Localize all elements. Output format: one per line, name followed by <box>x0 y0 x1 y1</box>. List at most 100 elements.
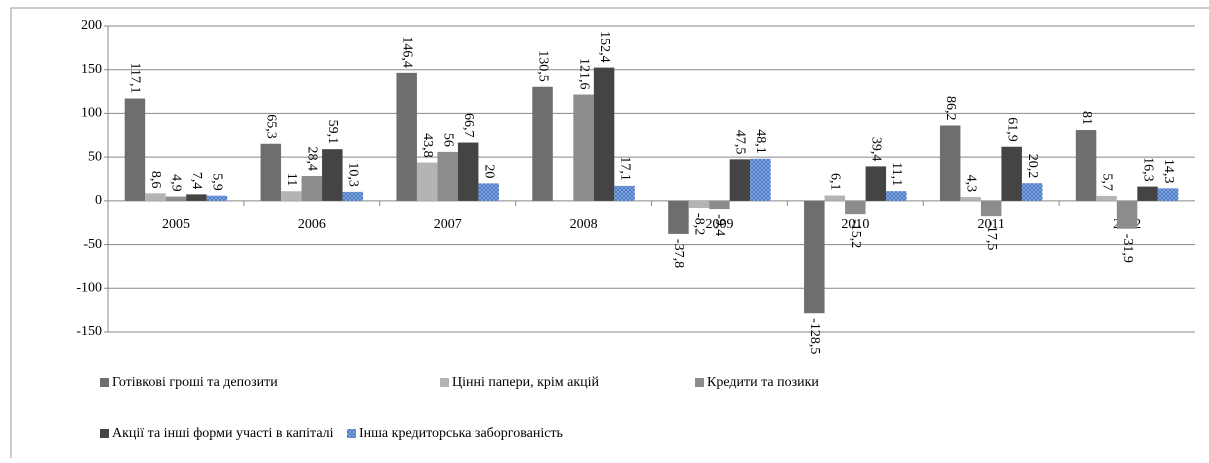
bar <box>416 162 438 201</box>
bar <box>281 191 302 201</box>
data-label: 121,6 <box>576 58 591 90</box>
bar <box>478 183 499 201</box>
data-label: 16,3 <box>1140 157 1155 182</box>
x-tick-label: 2006 <box>298 217 326 232</box>
data-label: -15,2 <box>848 219 863 248</box>
legend-label: Акції та інші форми участі в капіталі <box>112 426 334 441</box>
legend-label: Цінні папери, крім акцій <box>452 375 600 390</box>
data-label: -17,5 <box>984 221 999 250</box>
bar <box>165 196 187 201</box>
data-label: 130,5 <box>535 50 550 82</box>
y-tick-label: 200 <box>81 18 102 33</box>
bar <box>593 67 615 201</box>
legend-swatch <box>100 429 109 438</box>
bar <box>186 194 207 201</box>
legend-label: Кредити та позики <box>707 375 819 390</box>
data-label: 47,5 <box>733 130 748 155</box>
data-label: 20 <box>481 164 496 178</box>
x-tick-label: 2011 <box>977 217 1004 232</box>
bar <box>1157 188 1179 201</box>
bar <box>1137 186 1158 201</box>
bar <box>960 197 981 201</box>
data-label: 28,4 <box>305 147 320 172</box>
legend-label: Інша кредиторська заборгованість <box>359 426 563 441</box>
bar <box>668 200 689 234</box>
bar <box>614 185 635 201</box>
data-label: 39,4 <box>869 137 884 162</box>
y-tick-label: 100 <box>81 106 102 121</box>
data-label: 5,7 <box>1099 173 1114 191</box>
y-tick-label: -150 <box>76 324 102 339</box>
data-label: -8,2 <box>692 213 707 235</box>
legend-swatch <box>440 378 449 387</box>
bar <box>260 143 282 201</box>
frame <box>10 7 1209 458</box>
bar <box>709 200 730 210</box>
data-label: -31,9 <box>1120 234 1135 263</box>
bar <box>1116 200 1138 229</box>
bar <box>342 191 364 201</box>
data-label: 10,3 <box>346 162 361 187</box>
data-label: 86,2 <box>943 96 958 121</box>
bar <box>1096 195 1117 201</box>
legend-swatch <box>695 378 704 387</box>
legend-swatch <box>100 378 109 387</box>
bar <box>886 191 907 201</box>
legend-label: Готівкові гроші та депозити <box>112 375 278 390</box>
bar <box>729 159 751 201</box>
data-label: 17,1 <box>617 156 632 181</box>
bar <box>532 86 553 201</box>
data-label: 65,3 <box>264 114 279 139</box>
bar <box>437 151 458 201</box>
bar <box>1075 130 1097 201</box>
data-label: 20,2 <box>1025 154 1040 179</box>
bar <box>804 200 825 314</box>
data-label: 6,1 <box>828 173 843 191</box>
data-label: 81 <box>1079 111 1094 125</box>
bar <box>824 195 846 201</box>
data-label: 11,1 <box>889 162 904 186</box>
data-label: 14,3 <box>1161 159 1176 184</box>
data-label: 4,9 <box>169 174 184 192</box>
bar <box>750 158 771 201</box>
y-tick-label: -100 <box>76 281 102 296</box>
data-label: 5,9 <box>210 173 225 191</box>
data-label: 48,1 <box>753 129 768 154</box>
bar <box>145 193 166 201</box>
y-tick-label: 150 <box>81 62 102 77</box>
data-label: -37,8 <box>671 239 686 268</box>
bar <box>845 200 866 215</box>
bar <box>457 142 479 201</box>
bar <box>1021 183 1043 201</box>
y-tick-label: 50 <box>88 149 102 164</box>
bar <box>124 98 146 201</box>
bar <box>573 94 594 201</box>
bar <box>322 149 343 201</box>
data-label: -128,5 <box>807 318 822 354</box>
y-tick-label: -50 <box>83 237 102 252</box>
data-label: -9,4 <box>712 214 727 236</box>
data-label: 8,6 <box>148 171 163 189</box>
x-tick-label: 2005 <box>162 217 190 232</box>
x-tick-label: 2009 <box>705 217 733 232</box>
data-label: 7,4 <box>189 172 204 190</box>
y-tick-label: 0 <box>95 193 102 208</box>
legend-swatch <box>347 429 356 438</box>
x-tick-label: 2007 <box>434 217 462 232</box>
bar <box>939 125 961 201</box>
bar <box>865 166 887 201</box>
bar <box>980 200 1002 217</box>
x-tick-label: 2010 <box>841 217 869 232</box>
bar <box>301 176 323 201</box>
data-label: 56 <box>440 133 455 147</box>
bar <box>206 195 228 201</box>
x-tick-label: 2008 <box>570 217 598 232</box>
bar <box>396 72 417 201</box>
data-label: 152,4 <box>597 31 612 63</box>
bar <box>1001 146 1022 201</box>
data-label: 146,4 <box>399 36 414 68</box>
data-label: 117,1 <box>128 62 143 93</box>
data-label: 43,8 <box>420 133 435 158</box>
